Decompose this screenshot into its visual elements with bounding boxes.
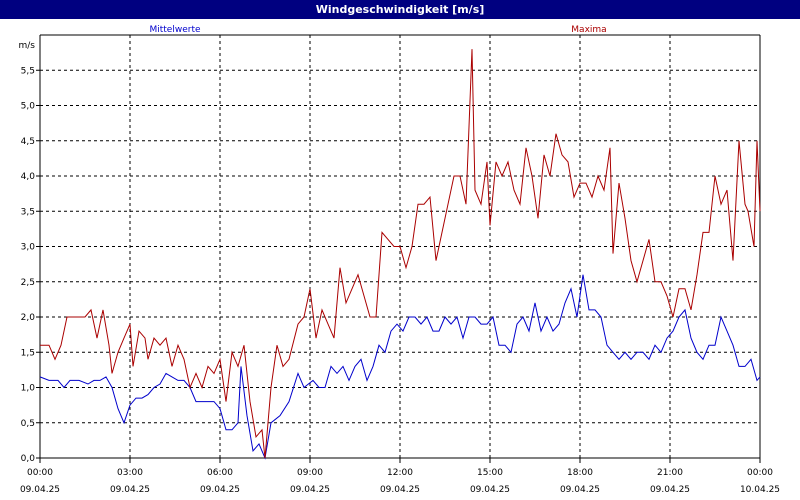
y-tick-label: 5,0 xyxy=(21,102,36,112)
series-lines xyxy=(39,49,761,460)
y-tick-label: 3,5 xyxy=(21,207,35,217)
x-tick-labels: 00:00 09.04.25 03:00 09.04.25 06:00 09.04.25 0… xyxy=(20,468,780,495)
y-tick-label: 3,0 xyxy=(21,243,36,253)
series-maxima-line xyxy=(40,49,761,459)
y-tick-label: 1,0 xyxy=(21,384,36,394)
x-tick-time: 09:00 xyxy=(297,468,323,478)
x-tick-date: 09.04.25 xyxy=(290,485,330,495)
y-tick-label: 4,5 xyxy=(21,137,35,147)
x-tick-date: 09.04.25 xyxy=(20,485,60,495)
x-tick-time: 03:00 xyxy=(117,468,143,478)
x-tick-time: 06:00 xyxy=(207,468,233,478)
y-tick-labels: 0,0 0,5 1,0 1,5 2,0 2,5 3,0 3,5 4,0 4,5 5,0 5,5 xyxy=(21,66,36,464)
legend-mittelwerte: Mittelwerte xyxy=(149,25,200,35)
x-tick-time: 00:00 xyxy=(747,468,773,478)
x-tick-time: 12:00 xyxy=(387,468,413,478)
legend-maxima: Maxima xyxy=(571,25,606,35)
wind-speed-chart: 0,0 0,5 1,0 1,5 2,0 2,5 3,0 3,5 4,0 4,5 5,0 5,5 00:… xyxy=(19,25,781,495)
x-tick-date: 09.04.25 xyxy=(200,485,240,495)
chart-title: Windgeschwindigkeit [m/s] xyxy=(0,0,800,19)
x-tick-time: 15:00 xyxy=(477,468,503,478)
y-tick-label: 4,0 xyxy=(21,172,36,182)
y-tick-label: 1,5 xyxy=(21,348,35,358)
x-tick-time: 21:00 xyxy=(657,468,683,478)
x-tick-time: 18:00 xyxy=(567,468,593,478)
y-axis-label: m/s xyxy=(19,41,36,51)
y-tick-label: 0,0 xyxy=(21,454,36,464)
y-tick-label: 2,0 xyxy=(21,313,36,323)
axes xyxy=(36,34,761,463)
series-mittelwerte-line xyxy=(39,274,761,460)
x-tick-date: 09.04.25 xyxy=(110,485,150,495)
x-tick-date: 09.04.25 xyxy=(560,485,600,495)
x-tick-time: 00:00 xyxy=(27,468,53,478)
x-tick-date: 09.04.25 xyxy=(650,485,690,495)
x-tick-date: 10.04.25 xyxy=(740,485,780,495)
x-tick-date: 09.04.25 xyxy=(380,485,420,495)
y-tick-label: 0,5 xyxy=(21,419,35,429)
y-tick-label: 2,5 xyxy=(21,278,35,288)
x-tick-date: 09.04.25 xyxy=(470,485,510,495)
y-tick-label: 5,5 xyxy=(21,66,35,76)
